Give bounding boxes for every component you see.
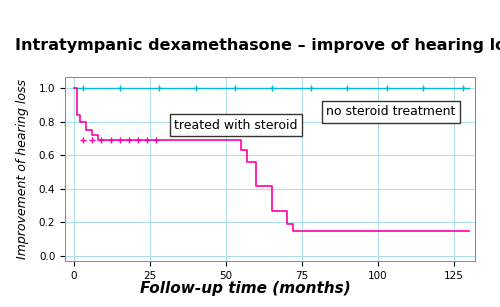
- Text: Follow-up time (months): Follow-up time (months): [140, 281, 350, 296]
- Text: no steroid treatment: no steroid treatment: [326, 105, 456, 118]
- Text: Intratympanic dexamethasone – improve of hearing loss: Intratympanic dexamethasone – improve of…: [15, 38, 500, 53]
- Text: Improvement of hearing loss: Improvement of hearing loss: [16, 79, 29, 259]
- Text: treated with steroid: treated with steroid: [174, 119, 298, 132]
